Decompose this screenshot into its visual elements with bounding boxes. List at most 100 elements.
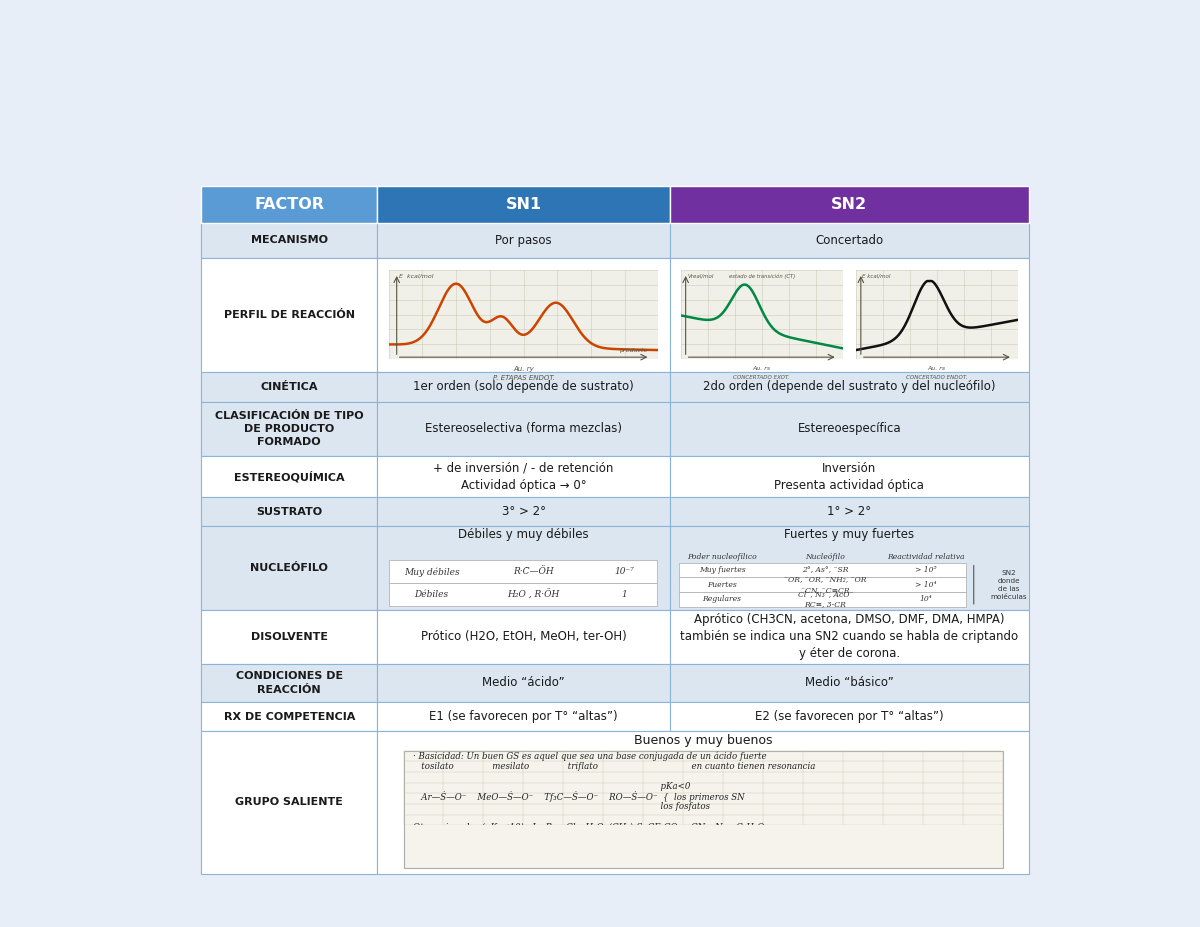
Bar [202, 526, 378, 610]
Bar [378, 703, 670, 730]
Text: Fuertes: Fuertes [707, 580, 737, 589]
Text: Regulares: Regulares [702, 595, 742, 603]
Bar [202, 456, 378, 498]
Bar [378, 664, 670, 703]
Text: Au. rs: Au. rs [928, 366, 946, 371]
Text: Poder nucleofílico: Poder nucleofílico [688, 552, 757, 561]
Text: GRUPO SALIENTE: GRUPO SALIENTE [235, 797, 343, 807]
Text: los fosfatos: los fosfatos [413, 802, 710, 811]
Bar [670, 703, 1028, 730]
Text: 1° > 2°: 1° > 2° [827, 505, 871, 518]
Bar [378, 186, 670, 223]
Text: > 10⁴: > 10⁴ [916, 580, 937, 589]
Text: > 10⁵: > 10⁵ [916, 566, 937, 574]
Text: Fuertes y muy fuertes: Fuertes y muy fuertes [784, 527, 914, 540]
Bar [378, 401, 670, 456]
Bar [202, 610, 378, 664]
Text: Concertado: Concertado [815, 234, 883, 247]
Text: 1er orden (solo depende de sustrato): 1er orden (solo depende de sustrato) [413, 380, 634, 393]
Text: FACTOR: FACTOR [254, 197, 324, 212]
Text: Au. rs: Au. rs [752, 366, 770, 371]
Text: SN2
donde
de las
moléculas: SN2 donde de las moléculas [990, 570, 1027, 600]
Bar [389, 583, 656, 606]
Bar [670, 186, 1028, 223]
Bar [679, 578, 966, 592]
Text: 1: 1 [622, 590, 628, 599]
Text: Medio “básico”: Medio “básico” [805, 677, 894, 690]
Text: 10⁴: 10⁴ [919, 595, 932, 603]
Text: Estereoespecífica: Estereoespecífica [798, 423, 901, 436]
Bar [670, 664, 1028, 703]
Text: Débiles: Débiles [414, 590, 449, 599]
Text: estado de transición (CT): estado de transición (CT) [728, 274, 794, 279]
Bar [378, 372, 670, 401]
Text: Débiles y muy débiles: Débiles y muy débiles [458, 527, 589, 540]
Bar [403, 751, 1003, 868]
Text: H₂O , R·ÖH: H₂O , R·ÖH [508, 590, 559, 600]
Text: tosilato              mesilato              triflato                            : tosilato mesilato triflato [413, 762, 815, 770]
Text: · Basicidad: Un buen GS es aquel que sea una base conjugada de un ácido fuerte: · Basicidad: Un buen GS es aquel que sea… [413, 751, 767, 761]
Bar [378, 258, 670, 372]
Text: Muy fuertes: Muy fuertes [698, 566, 745, 574]
Text: CINÉTICA: CINÉTICA [260, 382, 318, 392]
Text: CONCERTADO EXOT.: CONCERTADO EXOT. [733, 375, 790, 380]
Text: E2 (se favorecen por T° “altas”): E2 (se favorecen por T° “altas”) [755, 710, 943, 723]
Bar [202, 258, 378, 372]
Bar [378, 730, 1028, 873]
Text: Muy débiles: Muy débiles [403, 567, 460, 577]
Bar [378, 526, 670, 610]
Text: Medio “ácido”: Medio “ácido” [482, 677, 565, 690]
Text: Cl⁻, N₃⁻, AcO⁻
RC≡, 3-CR: Cl⁻, N₃⁻, AcO⁻ RC≡, 3-CR [798, 590, 853, 609]
Text: Otros ejemplos (pKa<10):  I⁻, Br⁻, Cl⁻, H₂O, (CH₃)₂S, CF₃CO₂⁻, CN⁻, N₃⁻, C₆H₅O⁻: Otros ejemplos (pKa<10): I⁻, Br⁻, Cl⁻, H… [413, 822, 769, 832]
Bar [202, 223, 378, 258]
Bar [378, 610, 670, 664]
Bar [679, 563, 966, 578]
Bar [202, 664, 378, 703]
Text: MECANISMO: MECANISMO [251, 235, 328, 246]
Text: producto: producto [619, 349, 648, 353]
Text: DISOLVENTE: DISOLVENTE [251, 632, 328, 641]
Bar [378, 498, 670, 526]
Text: Au. ry: Au. ry [514, 366, 534, 372]
Bar [670, 498, 1028, 526]
Bar [670, 456, 1028, 498]
Text: 3° > 2°: 3° > 2° [502, 505, 546, 518]
Text: 2°, As°, ⁻SR: 2°, As°, ⁻SR [803, 566, 848, 574]
Text: 2do orden (depende del sustrato y del nucleófilo): 2do orden (depende del sustrato y del nu… [703, 380, 996, 393]
Text: Estereoselectiva (forma mezclas): Estereoselectiva (forma mezclas) [425, 423, 622, 436]
Text: P. ETAPAS ENDOT.: P. ETAPAS ENDOT. [492, 375, 554, 381]
Bar [670, 223, 1028, 258]
Bar [378, 223, 670, 258]
Bar [679, 592, 966, 607]
Text: SUSTRATO: SUSTRATO [257, 507, 323, 516]
Bar [670, 526, 1028, 610]
Text: R·C̈—ÖH: R·C̈—ÖH [512, 567, 553, 577]
Text: Ar—Ṡ—O⁻    MeO—Ṡ—O⁻    Tf₃C—Ṡ—O⁻    RO—Ṡ—O⁻  {  los primeros SN: Ar—Ṡ—O⁻ MeO—Ṡ—O⁻ Tf₃C—Ṡ—O⁻ RO—Ṡ—O⁻ { los… [413, 791, 744, 802]
Text: Prótico (H2O, EtOH, MeOH, ter-OH): Prótico (H2O, EtOH, MeOH, ter-OH) [421, 630, 626, 643]
Text: CONCERTADO ENDOT.: CONCERTADO ENDOT. [906, 375, 967, 380]
Text: Por pasos: Por pasos [496, 234, 552, 247]
Bar [670, 610, 1028, 664]
Text: PERFIL DE REACCIÓN: PERFIL DE REACCIÓN [224, 310, 355, 320]
Text: RX DE COMPETENCIA: RX DE COMPETENCIA [223, 712, 355, 721]
Text: E1 (se favorecen por T° “altas”): E1 (se favorecen por T° “altas”) [430, 710, 618, 723]
Bar [389, 561, 656, 583]
Text: CLASIFICACIÓN DE TIPO
DE PRODUCTO
FORMADO: CLASIFICACIÓN DE TIPO DE PRODUCTO FORMAD… [215, 411, 364, 447]
Text: ESTEREOQUÍMICA: ESTEREOQUÍMICA [234, 471, 344, 482]
Bar [202, 186, 378, 223]
Bar [670, 372, 1028, 401]
Text: SN1: SN1 [505, 197, 541, 212]
Text: Inversión
Presenta actividad óptica: Inversión Presenta actividad óptica [774, 462, 924, 491]
Text: Nucleófilo: Nucleófilo [805, 552, 846, 561]
Bar [202, 703, 378, 730]
Bar [378, 456, 670, 498]
Text: NUCLEÓFILO: NUCLEÓFILO [251, 563, 329, 573]
Text: Reactividad relativa: Reactividad relativa [887, 552, 965, 561]
Text: SN2: SN2 [832, 197, 868, 212]
Bar [202, 498, 378, 526]
Text: Vreal/mol: Vreal/mol [688, 274, 714, 279]
Text: Aprótico (CH3CN, acetona, DMSO, DMF, DMA, HMPA)
también se indica una SN2 cuando: Aprótico (CH3CN, acetona, DMSO, DMF, DMA… [680, 614, 1019, 660]
Text: E  kcal/mol: E kcal/mol [400, 274, 434, 279]
Text: + de inversión / - de retención
Actividad óptica → 0°: + de inversión / - de retención Activida… [433, 462, 613, 491]
Text: pKa<10: pKa<10 [413, 853, 558, 862]
